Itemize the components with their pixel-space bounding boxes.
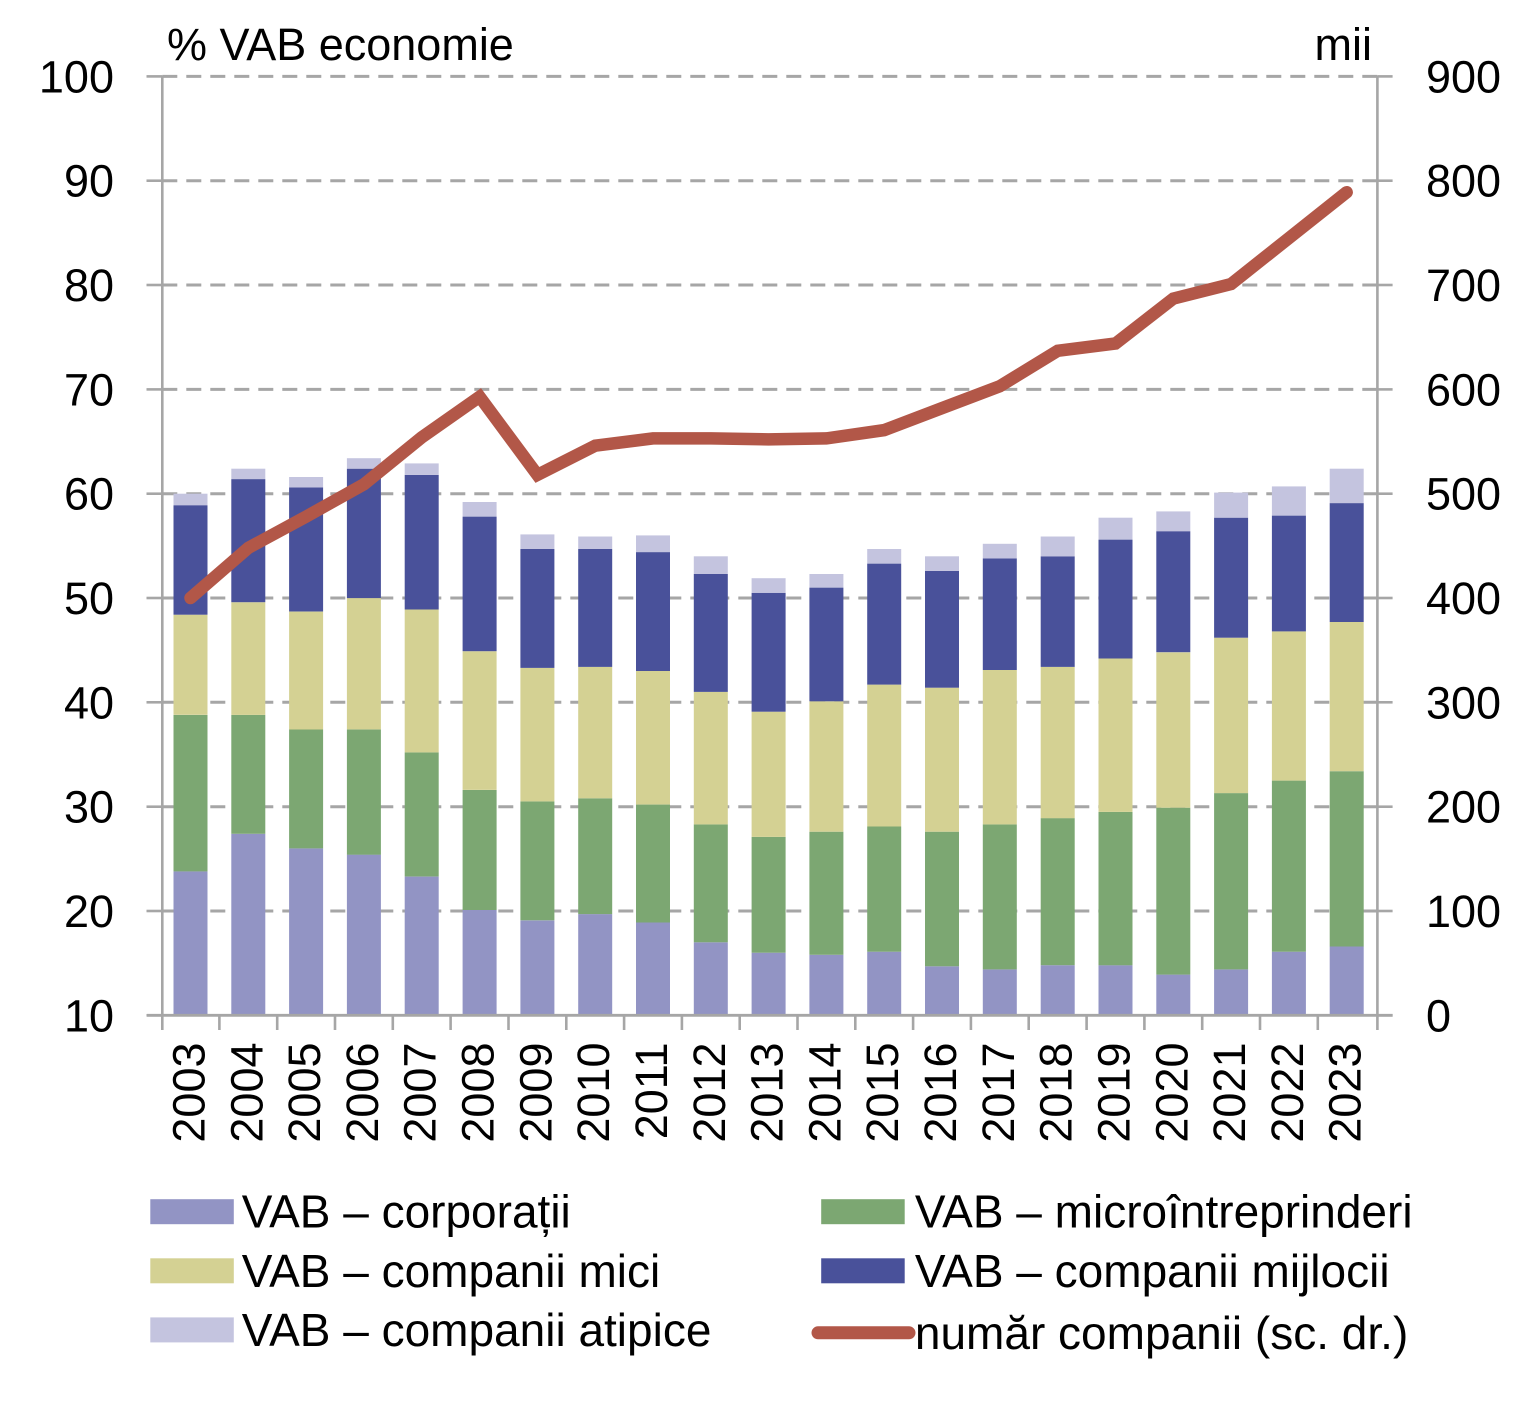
svg-text:2019: 2019 <box>1089 1043 1140 1143</box>
svg-text:50: 50 <box>64 573 114 624</box>
svg-text:20: 20 <box>64 886 114 937</box>
svg-text:2013: 2013 <box>742 1043 793 1143</box>
svg-text:2020: 2020 <box>1146 1043 1197 1143</box>
svg-text:0: 0 <box>1426 990 1451 1041</box>
svg-text:% VAB economie: % VAB economie <box>167 19 514 70</box>
svg-text:2009: 2009 <box>510 1043 561 1143</box>
svg-text:VAB – companii atipice: VAB – companii atipice <box>242 1304 712 1356</box>
svg-text:2011: 2011 <box>626 1043 677 1140</box>
svg-text:90: 90 <box>64 156 114 207</box>
svg-text:900: 900 <box>1426 51 1501 102</box>
svg-text:700: 700 <box>1426 260 1501 311</box>
svg-text:2018: 2018 <box>1031 1043 1082 1143</box>
svg-text:2015: 2015 <box>857 1043 908 1143</box>
svg-text:2016: 2016 <box>915 1043 966 1143</box>
svg-text:400: 400 <box>1426 573 1501 624</box>
svg-text:100: 100 <box>39 51 114 102</box>
svg-text:2023: 2023 <box>1320 1043 1371 1143</box>
svg-text:2007: 2007 <box>395 1043 446 1143</box>
svg-text:10: 10 <box>64 990 114 1041</box>
svg-text:VAB – companii mijlocii: VAB – companii mijlocii <box>915 1245 1390 1297</box>
svg-text:2012: 2012 <box>684 1043 735 1143</box>
svg-text:600: 600 <box>1426 364 1501 415</box>
svg-text:2021: 2021 <box>1204 1043 1255 1143</box>
svg-text:70: 70 <box>64 364 114 415</box>
svg-text:80: 80 <box>64 260 114 311</box>
svg-text:2004: 2004 <box>221 1043 272 1143</box>
svg-text:VAB – companii mici: VAB – companii mici <box>242 1245 660 1297</box>
svg-text:60: 60 <box>64 469 114 520</box>
svg-text:2010: 2010 <box>568 1043 619 1143</box>
svg-text:200: 200 <box>1426 782 1501 833</box>
svg-text:500: 500 <box>1426 469 1501 520</box>
svg-text:număr companii (sc. dr.): număr companii (sc. dr.) <box>915 1307 1408 1359</box>
svg-text:300: 300 <box>1426 677 1501 728</box>
svg-text:2014: 2014 <box>799 1043 850 1143</box>
svg-text:30: 30 <box>64 782 114 833</box>
svg-text:40: 40 <box>64 677 114 728</box>
svg-text:2022: 2022 <box>1262 1043 1313 1143</box>
svg-text:VAB – corporații: VAB – corporații <box>242 1186 571 1238</box>
svg-text:100: 100 <box>1426 886 1501 937</box>
svg-text:2005: 2005 <box>279 1043 330 1143</box>
svg-text:mii: mii <box>1315 19 1372 70</box>
svg-text:2008: 2008 <box>453 1043 504 1143</box>
svg-text:2006: 2006 <box>337 1043 388 1143</box>
svg-text:800: 800 <box>1426 156 1501 207</box>
svg-text:2003: 2003 <box>164 1043 215 1143</box>
svg-text:2017: 2017 <box>973 1043 1024 1143</box>
svg-text:VAB – microîntreprinderi: VAB – microîntreprinderi <box>915 1186 1413 1238</box>
